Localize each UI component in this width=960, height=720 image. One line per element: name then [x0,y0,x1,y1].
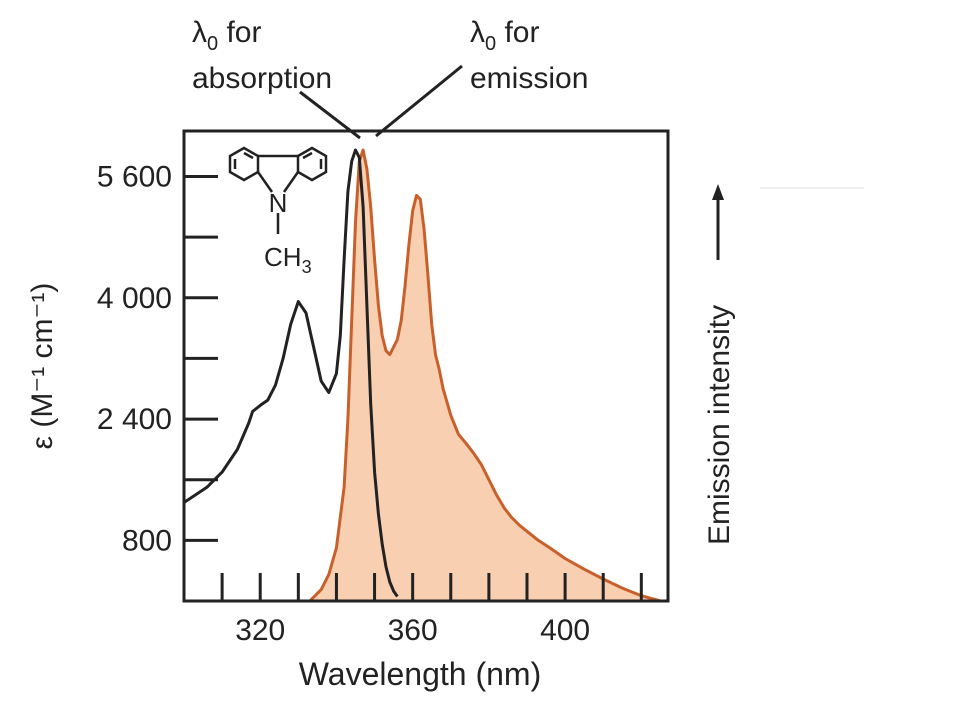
series-absorption-line [184,148,399,598]
x-tick-label: 400 [540,614,590,647]
svg-text:λ0 for: λ0 for [470,16,539,55]
lambda-symbol: λ [192,16,207,49]
molecule-methyl: CH3 [264,242,312,277]
y-axis-title: ε (M⁻¹ cm⁻¹) [26,283,59,450]
annotation-for: for [218,16,261,49]
lambda-subscript: 0 [485,33,496,55]
plot-frame [182,129,670,603]
methyl-sub: 3 [302,257,312,277]
annotation-absorption-pointer [299,90,361,140]
y-ticks [184,174,218,542]
x-ticks [220,573,643,601]
annotation-for: for [496,16,539,49]
y-tick-label: 2 400 [97,403,172,436]
x-tick-label: 360 [388,614,438,647]
x-tick-label: 320 [235,614,285,647]
annotation-emission-pointer [375,64,463,138]
y-tick-label: 800 [122,524,172,557]
x-axis-title: Wavelength (nm) [299,656,541,692]
x-tick-labels: 320 360 400 [235,614,590,647]
molecule-structure-icon [228,146,328,234]
series-layer [184,148,661,601]
annotation-emission-label: emission [470,62,588,95]
annotation-absorption-label: absorption [192,62,332,95]
svg-text:λ0 for: λ0 for [192,16,261,55]
y-tick-label: 5 600 [97,160,172,193]
series-emission-area [309,150,661,601]
annotation-absorption: λ0 for absorption [192,16,361,140]
lambda-subscript: 0 [207,33,218,55]
emission-arrow-icon [712,184,724,260]
lambda-symbol: λ [470,16,485,49]
methyl-ch: CH [264,242,302,272]
molecule-atom-n: N [269,188,288,218]
y2-axis-title: Emission intensity [703,305,736,545]
y-tick-labels: 800 2 400 4 000 5 600 [97,160,172,557]
y-tick-label: 4 000 [97,282,172,315]
annotation-emission: λ0 for emission [375,16,588,138]
